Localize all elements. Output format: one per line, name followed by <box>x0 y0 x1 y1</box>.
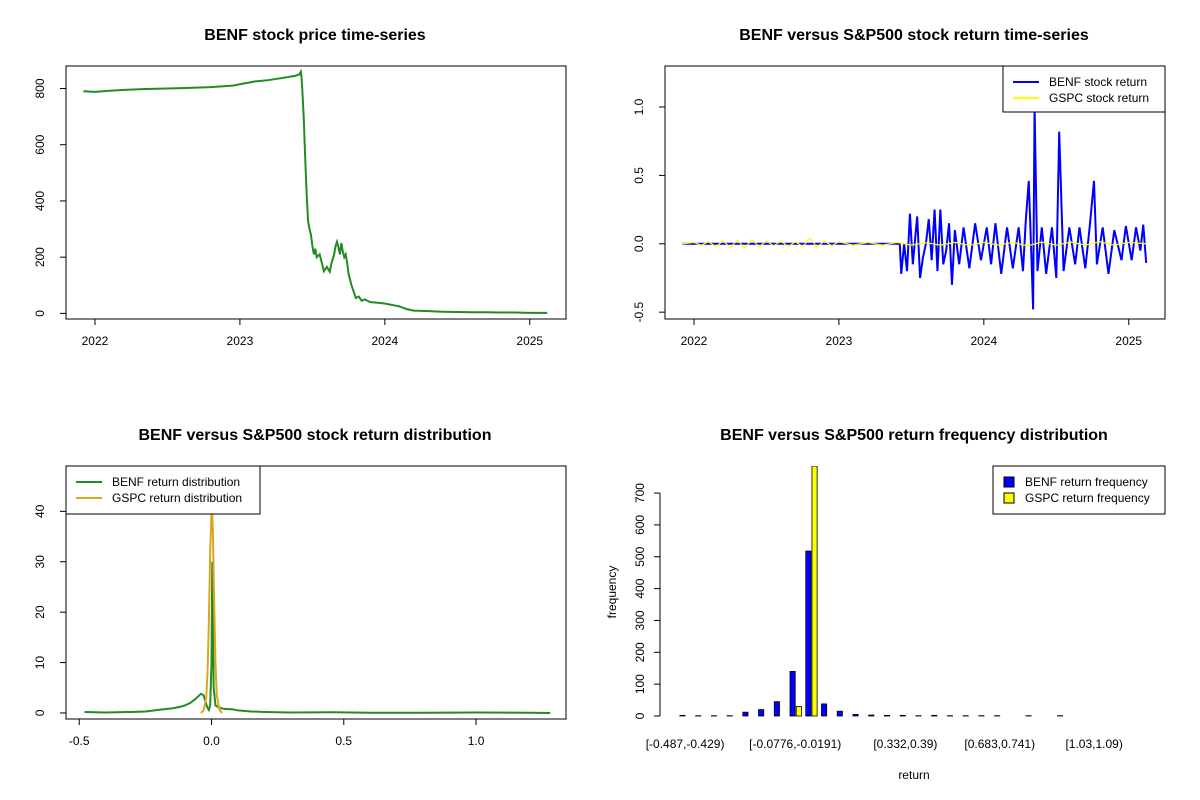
density-y-tick-label: 40 <box>33 504 47 518</box>
density-x-tick-label: 0.5 <box>335 734 352 748</box>
histogram-legend-label: BENF return frequency <box>1025 475 1148 489</box>
returns-axes-group: 2022 2023 2024 2025 -0.5 0.0 0.5 1.0 <box>632 98 1142 348</box>
histogram-x-tick-label: [-0.0776,-0.0191) <box>749 737 841 751</box>
histogram-bar-benf <box>805 550 812 717</box>
price-y-tick-label: 800 <box>33 78 47 98</box>
returns-x-tick-label: 2023 <box>826 334 853 348</box>
panel-histogram-chart: BENF versus S&P500 return frequency dist… <box>605 427 1166 782</box>
price-x-tick-label: 2022 <box>82 334 109 348</box>
histogram-y-tick-label: 600 <box>633 515 647 535</box>
histogram-bar-benf <box>679 714 686 717</box>
returns-legend: BENF stock return GSPC stock return <box>1002 65 1166 113</box>
histogram-y-axis-label: frequency <box>605 566 619 619</box>
histogram-bars-group <box>679 466 1064 717</box>
returns-x-tick-label: 2024 <box>970 334 997 348</box>
returns-y-tick-label: 0.5 <box>632 167 646 184</box>
returns-y-tick-label: 0.0 <box>632 235 646 252</box>
density-y-tick-label: 20 <box>33 605 47 619</box>
price-x-tick-label: 2024 <box>371 334 398 348</box>
histogram-bar-benf <box>899 714 906 717</box>
histogram-x-tick-label: [0.332,0.39) <box>873 737 937 751</box>
histogram-legend-frame <box>992 465 1166 515</box>
histogram-y-tick-label: 100 <box>633 674 647 694</box>
returns-x-tick-label: 2022 <box>681 334 708 348</box>
histogram-bar-benf <box>852 714 859 717</box>
returns-chart-title: BENF versus S&P500 stock return time-ser… <box>739 27 1089 44</box>
histogram-x-axis-label: return <box>898 768 929 782</box>
density-chart-title: BENF versus S&P500 stock return distribu… <box>139 427 492 444</box>
histogram-legend-swatch <box>1003 492 1015 504</box>
histogram-bar-benf <box>773 701 780 717</box>
returns-series-benf-stock-return <box>682 107 1148 310</box>
returns-x-tick-label: 2025 <box>1115 334 1142 348</box>
histogram-bar-gspc <box>811 466 818 717</box>
returns-series-group <box>682 107 1148 310</box>
density-legend-label: GSPC return distribution <box>112 491 242 505</box>
density-x-tick-label: -0.5 <box>69 734 90 748</box>
returns-series-gspc-stock-return <box>682 237 1147 249</box>
histogram-legend-label: GSPC return frequency <box>1025 491 1150 505</box>
returns-legend-label: BENF stock return <box>1049 75 1147 89</box>
density-legend-frame <box>65 465 261 515</box>
price-chart-title: BENF stock price time-series <box>204 27 426 44</box>
histogram-y-tick-label: 200 <box>633 642 647 662</box>
histogram-legend: BENF return frequency GSPC return frequen… <box>992 465 1166 515</box>
histogram-axes-group: 0 100 200 300 400 500 600 700 [-0.487,-0.429) [-0… <box>633 483 1123 751</box>
density-legend: BENF return distribution GSPC return dist… <box>65 465 261 515</box>
returns-legend-frame <box>1002 65 1166 113</box>
price-series-group <box>83 68 548 314</box>
histogram-bar-benf <box>931 714 938 717</box>
price-y-tick-label: 600 <box>33 134 47 154</box>
density-y-tick-label: 30 <box>33 555 47 569</box>
price-x-tick-label: 2023 <box>227 334 254 348</box>
histogram-y-tick-label: 300 <box>633 610 647 630</box>
histogram-y-tick-label: 500 <box>633 546 647 566</box>
returns-y-tick-label: 1.0 <box>632 98 646 115</box>
histogram-bar-benf <box>836 710 843 717</box>
price-y-tick-label: 400 <box>33 191 47 211</box>
returns-y-tick-label: -0.5 <box>632 302 646 323</box>
density-y-tick-label: 0 <box>33 709 47 716</box>
price-axes-group: 2022 2023 2024 2025 0 200 400 600 800 <box>33 78 543 348</box>
density-axes-group: -0.5 0.0 0.5 1.0 0 10 20 30 40 <box>33 504 485 748</box>
histogram-x-tick-label: [-0.487,-0.429) <box>646 737 725 751</box>
price-y-tick-label: 200 <box>33 247 47 267</box>
returns-legend-label: GSPC stock return <box>1049 91 1149 105</box>
density-legend-label: BENF return distribution <box>112 475 240 489</box>
panel-price-chart: BENF stock price time-series 2022 2023 202… <box>33 27 567 348</box>
histogram-bar-benf <box>758 709 765 717</box>
price-x-tick-label: 2025 <box>516 334 543 348</box>
price-y-tick-label: 0 <box>33 310 47 317</box>
price-series-benf-price <box>83 68 548 314</box>
histogram-legend-swatch <box>1003 476 1015 488</box>
histogram-x-tick-label: [1.03,1.09) <box>1065 737 1122 751</box>
histogram-y-tick-label: 700 <box>633 483 647 503</box>
histogram-y-tick-label: 400 <box>633 578 647 598</box>
density-x-tick-label: 0.0 <box>203 734 220 748</box>
histogram-bar-benf <box>821 703 828 717</box>
histogram-y-tick-label: 0 <box>633 712 647 719</box>
panel-density-chart: BENF versus S&P500 stock return distribu… <box>33 427 567 748</box>
density-x-tick-label: 1.0 <box>468 734 485 748</box>
histogram-bar-benf <box>742 711 749 717</box>
density-series-benf-return-distribution <box>84 561 551 714</box>
histogram-x-tick-label: [0.683,0.741) <box>964 737 1035 751</box>
histogram-chart-title: BENF versus S&P500 return frequency dist… <box>720 427 1108 444</box>
histogram-bar-benf <box>884 714 891 717</box>
density-y-tick-label: 10 <box>33 656 47 670</box>
histogram-bar-benf <box>789 671 796 717</box>
panel-returns-chart: BENF versus S&P500 stock return time-ser… <box>632 27 1166 348</box>
histogram-bar-gspc <box>795 706 802 717</box>
histogram-bar-benf <box>868 714 875 717</box>
